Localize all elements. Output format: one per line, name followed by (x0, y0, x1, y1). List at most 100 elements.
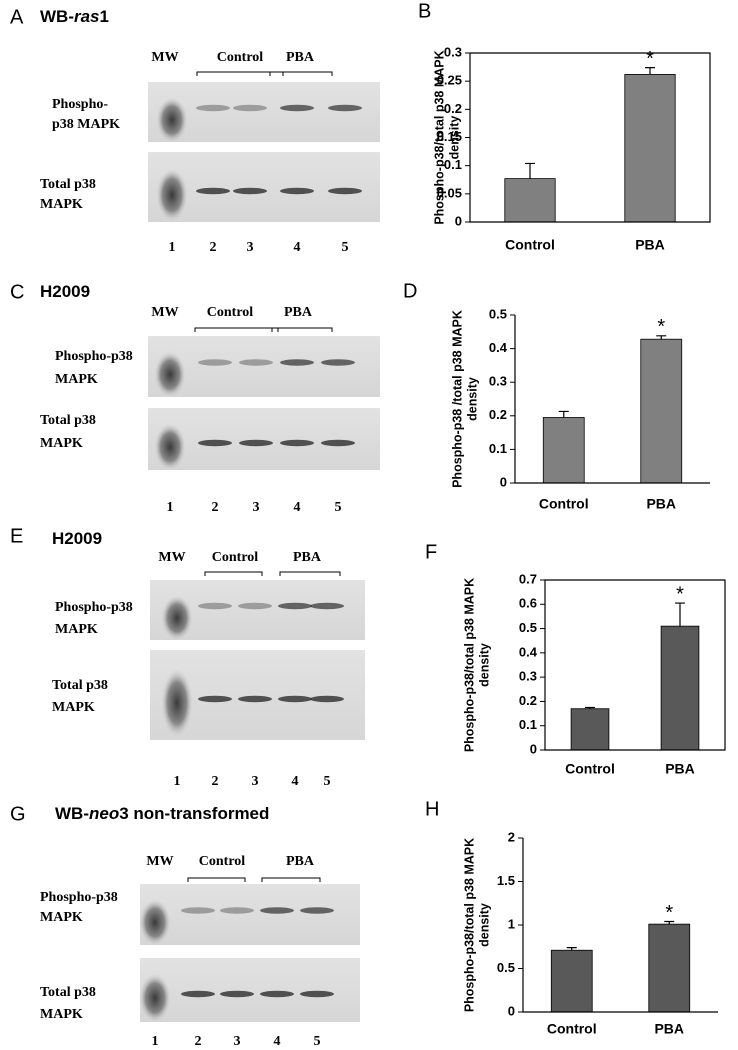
lane-number: 2 (210, 240, 217, 255)
band (220, 990, 254, 998)
error-bar (664, 920, 675, 925)
band (280, 439, 314, 447)
group-label: Control (199, 854, 246, 869)
band (321, 359, 355, 366)
y-tick-label: 0.6 (519, 596, 537, 611)
band (280, 359, 314, 366)
band (328, 104, 362, 112)
mw-label: MW (151, 305, 178, 320)
band (239, 359, 273, 366)
category-label: PBA (635, 237, 665, 253)
row-label: MAPK (40, 436, 83, 451)
bar (550, 949, 593, 1013)
bar (660, 625, 700, 751)
bracket (204, 571, 263, 576)
lane-number: 1 (167, 500, 174, 515)
bracket (279, 571, 341, 576)
title-part: H2009 (52, 529, 102, 548)
y-tick-label: 0 (500, 474, 507, 489)
category-label: Control (539, 496, 589, 512)
band (181, 990, 215, 998)
axes (514, 315, 710, 484)
lane-number: 3 (253, 500, 260, 515)
bar (640, 338, 683, 484)
band (310, 602, 344, 610)
y-axis-label: density (447, 116, 461, 160)
title-part: 1 (100, 7, 109, 26)
mw-smear (139, 899, 171, 946)
significance-mark: * (665, 902, 673, 924)
error-bar (585, 706, 595, 709)
lane-number: 3 (247, 240, 254, 255)
y-axis-label: Phospho-p38/total p38 MAPK (462, 578, 476, 752)
y-tick-label: 0.25 (437, 73, 462, 88)
y-tick-label: 0 (508, 1003, 515, 1018)
band (260, 907, 294, 914)
y-tick-label: 0.05 (437, 185, 462, 200)
band (239, 439, 273, 447)
y-axis-label: density (477, 903, 491, 947)
panel-label: G (10, 803, 26, 825)
row-label: Phospho- (52, 97, 108, 112)
mw-label: MW (151, 50, 178, 65)
lane-number: 3 (252, 774, 259, 789)
category-label: PBA (665, 761, 695, 777)
band (196, 104, 230, 112)
row-label: Phospho-p38 (55, 349, 133, 364)
band (198, 359, 232, 366)
y-tick-label: 0.1 (519, 717, 537, 732)
bracket (194, 327, 279, 332)
y-tick-label: 2 (508, 829, 515, 844)
y-tick-label: 0.3 (444, 44, 462, 59)
lane-number: 4 (292, 774, 299, 789)
lane-number: 1 (174, 774, 181, 789)
title-part: ras (74, 7, 100, 26)
panel-label: F (425, 541, 437, 563)
row-label: Total p38 (40, 177, 96, 192)
panel-label: E (10, 525, 23, 547)
band (233, 104, 267, 112)
band (300, 990, 334, 998)
title-part: H2009 (40, 282, 90, 301)
y-tick-label: 0.15 (437, 129, 462, 144)
band (300, 907, 334, 914)
lane-number: 2 (212, 774, 219, 789)
blot-strip (140, 884, 360, 945)
lane-number: 1 (169, 240, 176, 255)
y-axis-label: density (465, 377, 479, 421)
band (278, 602, 312, 610)
axes (544, 579, 726, 751)
lane-number: 3 (234, 1034, 241, 1049)
bracket (187, 877, 246, 882)
panel-label: D (403, 280, 417, 302)
band (181, 907, 215, 914)
y-tick-label: 0.5 (489, 306, 507, 321)
row-label: p38 MAPK (52, 117, 120, 132)
band (198, 602, 232, 610)
y-tick-label: 0.2 (444, 101, 462, 116)
lane-number: 4 (274, 1034, 281, 1049)
blot-strip (148, 336, 380, 397)
category-label: PBA (646, 496, 676, 512)
y-tick-label: 0 (455, 213, 462, 228)
row-label: Total p38 (52, 678, 108, 693)
y-tick-label: 0.3 (519, 669, 537, 684)
axes (522, 838, 718, 1013)
y-tick-label: 0.2 (519, 693, 537, 708)
blot-strip (148, 408, 380, 470)
blot-title: H2009 (52, 529, 102, 548)
group-label: PBA (284, 305, 313, 320)
bracket (261, 877, 321, 882)
lane-number: 5 (314, 1034, 321, 1049)
band (260, 990, 294, 998)
category-label: Control (565, 761, 615, 777)
row-label: Total p38 (40, 985, 96, 1000)
band (328, 187, 362, 195)
category-label: Control (547, 1021, 597, 1037)
row-label: MAPK (52, 700, 95, 715)
bar (624, 74, 676, 223)
title-part: WB- (55, 804, 89, 823)
row-label: Phospho-p38 (55, 600, 133, 615)
error-bar (656, 335, 667, 340)
group-label: PBA (286, 50, 315, 65)
